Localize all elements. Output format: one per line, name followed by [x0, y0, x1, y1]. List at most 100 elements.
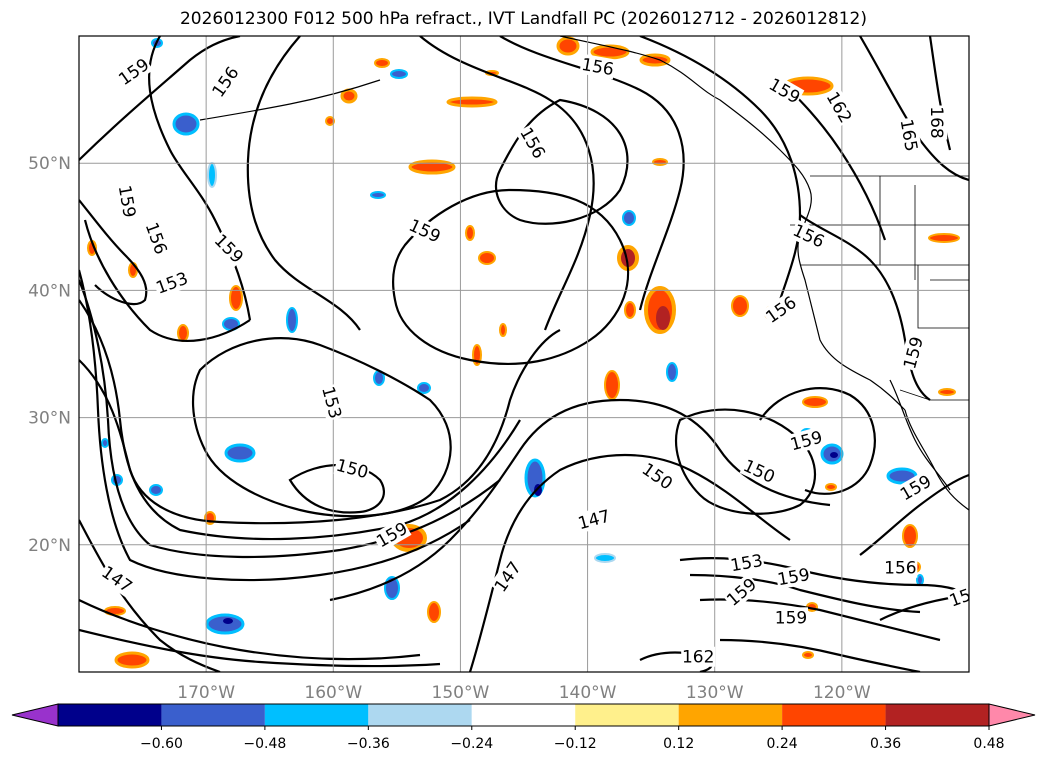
contour-line	[675, 408, 817, 515]
contour-line	[148, 36, 252, 321]
contour-label: 168	[926, 105, 948, 140]
contour-line	[79, 299, 521, 541]
contour-line	[689, 573, 921, 614]
colorbar	[11, 703, 1036, 727]
positive-anomaly-blob	[656, 306, 670, 330]
contour-label: 156	[883, 557, 918, 579]
negative-anomaly-blob	[830, 452, 838, 458]
contour-line	[79, 519, 221, 672]
political-borders	[790, 175, 969, 401]
contour-label: 159	[774, 607, 808, 628]
positive-anomaly-blob	[928, 233, 960, 243]
contour-line	[288, 464, 385, 514]
contour-line	[719, 638, 921, 672]
contour-line	[495, 98, 629, 225]
state-border	[917, 265, 969, 329]
colorbar-segment	[161, 704, 265, 726]
negative-anomaly-blob	[916, 574, 924, 586]
colorbar-segment	[471, 704, 576, 726]
positive-anomaly-blob	[938, 388, 956, 396]
negative-anomaly-blob	[417, 382, 431, 394]
coastlines	[199, 36, 969, 511]
positive-anomaly-blob	[902, 524, 918, 548]
contour-line	[859, 473, 969, 556]
chart-title: 2026012300 F012 500 hPa refract., IVT La…	[179, 9, 867, 29]
negative-anomaly-blob	[207, 162, 217, 188]
contour-line	[799, 214, 931, 401]
refractivity-shading	[87, 36, 960, 669]
colorbar-segment	[575, 704, 679, 726]
longitude-label: 170°W	[177, 683, 235, 703]
positive-anomaly-blob	[446, 96, 498, 108]
colorbar-segment	[368, 704, 472, 726]
contour-line	[246, 36, 361, 331]
positive-anomaly-blob	[604, 370, 620, 400]
colorbar-segment	[885, 704, 989, 726]
positive-anomaly-blob	[427, 601, 441, 623]
positive-anomaly-blob	[590, 44, 630, 60]
positive-anomaly-blob	[639, 53, 671, 67]
longitude-label: 130°W	[686, 683, 744, 703]
colorbar-segment	[58, 704, 162, 726]
contour-line	[639, 36, 802, 301]
contour-line	[79, 269, 471, 582]
colorbar-tick-label: −0.48	[243, 736, 286, 752]
contour-line	[759, 387, 876, 495]
colorbar-tick-label: −0.60	[140, 736, 183, 752]
positive-anomaly-blob	[624, 301, 636, 319]
colorbar-segment	[264, 704, 369, 726]
contour-label-text: 162	[682, 648, 714, 668]
us-mexico-border	[899, 389, 969, 401]
positive-anomaly-blob	[465, 225, 475, 241]
positive-anomaly-blob	[652, 158, 668, 166]
positive-anomaly-blob	[478, 251, 496, 265]
colorbar-min-extension	[11, 703, 59, 727]
colorbar-max-extension	[988, 703, 1036, 727]
contour-label: 156	[579, 53, 617, 80]
contour-label: 165	[896, 116, 923, 154]
positive-anomaly-blob	[825, 483, 837, 491]
positive-anomaly-blob	[114, 651, 150, 669]
contour-line	[468, 453, 791, 672]
negative-anomaly-blob	[622, 210, 636, 226]
contour-line	[329, 398, 831, 602]
longitude-labels: 170°W 160°W 150°W 140°W 130°W 120°W	[177, 683, 871, 703]
negative-anomaly-blob	[594, 553, 616, 563]
map-frame	[78, 35, 970, 673]
positive-anomaly-blob	[229, 285, 243, 311]
negative-anomaly-blob	[286, 307, 298, 333]
contour-label: 159	[775, 563, 813, 590]
negative-anomaly-blob	[205, 613, 245, 635]
latitude-label: 40°N	[28, 281, 71, 301]
colorbar-tick-label: 0.36	[870, 736, 901, 752]
negative-anomaly-blob	[172, 112, 200, 136]
positive-anomaly-blob	[374, 58, 390, 68]
contour-line	[499, 36, 685, 311]
colorbar-tick-labels: −0.60 −0.48 −0.36 −0.24 −0.12 0.12 0.24 0.36 0.4…	[140, 726, 1005, 752]
colorbar-segment	[782, 704, 886, 726]
colorbar-segment	[678, 704, 783, 726]
alaska-coastline	[559, 36, 906, 411]
contour-line	[79, 599, 421, 661]
colorbar-frame	[57, 703, 990, 727]
negative-anomaly-blob	[149, 484, 163, 496]
colorbar-tick-label: −0.36	[347, 736, 390, 752]
latitude-labels: 20°N 30°N 40°N 50°N	[28, 154, 71, 556]
positive-anomaly-blob	[408, 159, 456, 175]
longitude-label: 120°W	[813, 683, 871, 703]
contour-line	[79, 36, 241, 161]
colorbar-tick-label: −0.24	[450, 736, 493, 752]
refractivity-contours	[79, 36, 969, 672]
contour-label: 153	[728, 549, 765, 576]
negative-anomaly-blob	[666, 362, 678, 382]
contour-label-text: 156	[884, 559, 916, 579]
negative-anomaly-blob	[224, 443, 256, 463]
longitude-label: 160°W	[304, 683, 362, 703]
contour-line	[391, 188, 630, 366]
contour-label: 162	[681, 646, 716, 668]
contour-line	[79, 628, 441, 668]
colorbar-tick-label: −0.12	[554, 736, 597, 752]
contour-line	[79, 199, 148, 306]
